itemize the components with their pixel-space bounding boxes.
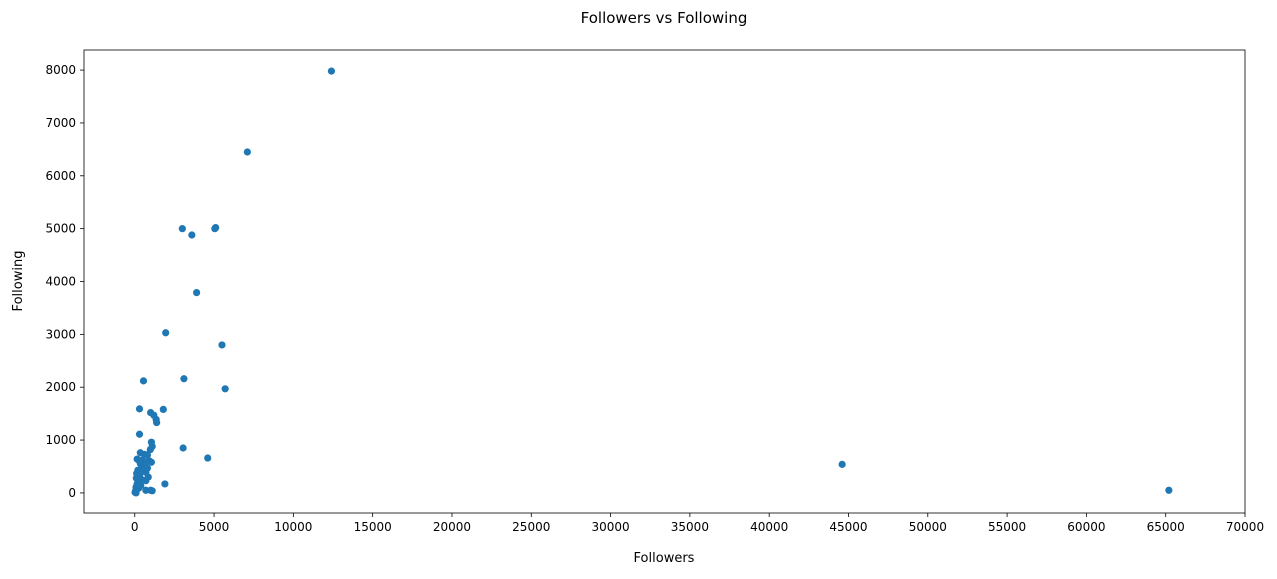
data-point [142, 477, 150, 485]
data-point [143, 451, 152, 459]
data-point [135, 405, 144, 413]
x-tick-label: 35000 [671, 520, 709, 534]
y-tick-label: 7000 [45, 116, 76, 130]
x-tick-label: 65000 [1147, 520, 1185, 534]
data-point [188, 231, 196, 239]
x-axis-ticks: 0 5000 10000 15000 20000 25000 30000 35000 40000… [131, 513, 1264, 534]
data-point [218, 341, 226, 349]
data-point [135, 430, 144, 438]
x-tick-label: 45000 [829, 520, 867, 534]
x-tick-label: 10000 [274, 520, 312, 534]
x-tick-label: 0 [131, 520, 139, 534]
y-tick-label: 1000 [45, 433, 76, 447]
x-tick-label: 25000 [512, 520, 550, 534]
data-point [146, 445, 154, 454]
x-axis-label: Followers [634, 551, 695, 566]
data-point [193, 288, 201, 297]
data-point [180, 375, 188, 383]
y-tick-label: 0 [68, 486, 76, 500]
y-tick-label: 5000 [45, 222, 76, 236]
x-tick-label: 5000 [199, 520, 230, 534]
data-point [178, 225, 186, 233]
x-tick-label: 40000 [750, 520, 788, 534]
y-tick-label: 3000 [45, 327, 76, 341]
plot-area [83, 49, 1246, 514]
data-point [139, 377, 148, 385]
data-point [204, 454, 212, 462]
x-tick-label: 55000 [988, 520, 1026, 534]
x-tick-label: 70000 [1226, 520, 1264, 534]
data-points [131, 67, 1173, 497]
data-point [211, 225, 219, 233]
x-tick-label: 20000 [433, 520, 471, 534]
x-tick-label: 15000 [354, 520, 392, 534]
x-tick-label: 50000 [909, 520, 947, 534]
x-tick-label: 60000 [1067, 520, 1105, 534]
data-point [161, 480, 169, 488]
data-point [179, 444, 187, 452]
data-point [159, 405, 167, 414]
data-point [148, 487, 156, 495]
data-point [153, 419, 161, 427]
y-tick-label: 4000 [45, 275, 76, 289]
data-point [838, 460, 846, 468]
chart-title: Followers vs Following [581, 9, 748, 27]
y-tick-label: 8000 [45, 63, 76, 77]
data-point [147, 458, 156, 466]
x-tick-label: 30000 [591, 520, 629, 534]
y-axis-ticks: 0 1000 2000 3000 4000 5000 6000 7000 8000 [45, 63, 84, 500]
data-point [243, 148, 251, 156]
data-point [1165, 486, 1173, 494]
y-tick-label: 6000 [45, 169, 76, 183]
y-axis-label: Following [11, 251, 26, 312]
data-point [132, 489, 140, 497]
data-point [221, 385, 229, 393]
y-tick-label: 2000 [45, 380, 76, 394]
data-point [162, 329, 170, 337]
data-point [327, 67, 336, 75]
